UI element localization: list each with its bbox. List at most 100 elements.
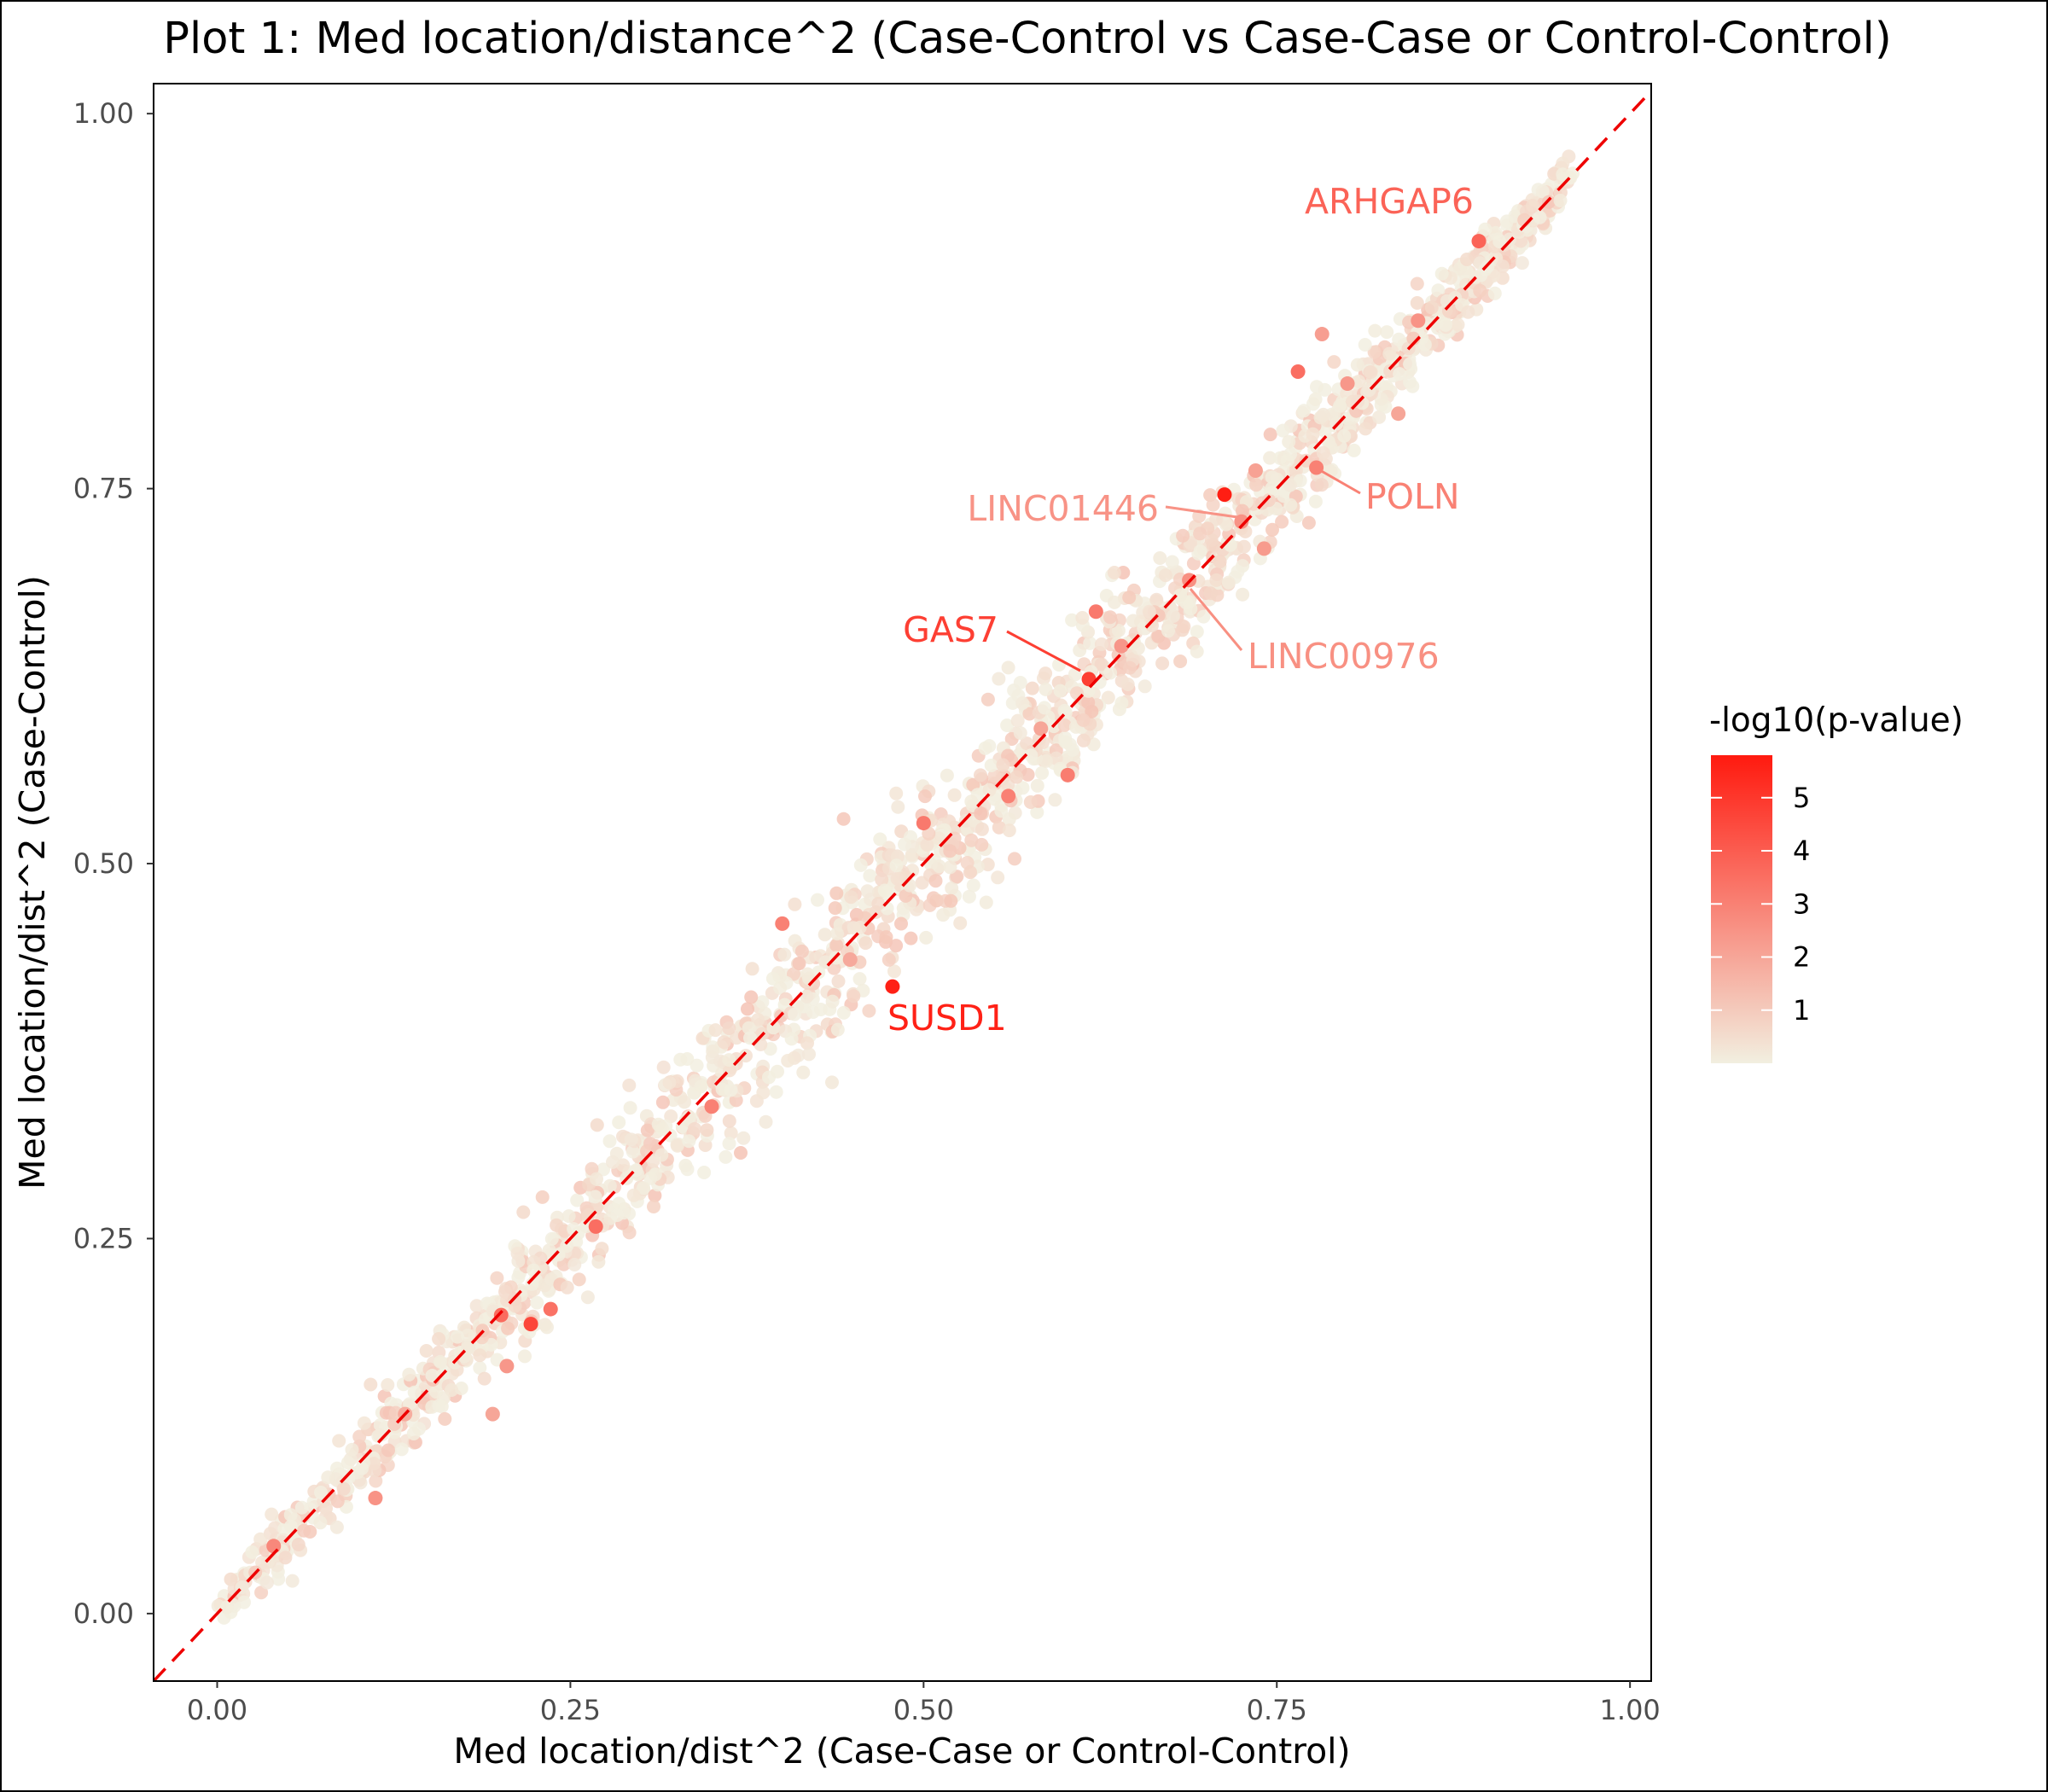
background-point <box>516 1205 531 1219</box>
background-point <box>278 1551 293 1565</box>
background-point <box>314 1486 328 1499</box>
data-point <box>1391 406 1406 422</box>
background-point <box>1372 410 1387 424</box>
background-point <box>792 957 806 971</box>
background-point <box>788 1007 802 1021</box>
background-point <box>1081 695 1096 710</box>
background-point <box>678 1095 692 1109</box>
gene-labels-layer: ARHGAP6 POLN LINC01446 GAS7 LINC00976 SUSD1 <box>887 181 1474 1039</box>
background-point <box>253 1532 268 1546</box>
gene-label-leader-line <box>1006 630 1081 672</box>
background-point <box>1206 538 1220 552</box>
background-point <box>1101 690 1115 705</box>
background-point <box>943 860 957 875</box>
background-point <box>1107 566 1121 579</box>
background-point <box>962 889 976 904</box>
background-point <box>1131 641 1145 655</box>
background-point <box>1035 765 1050 780</box>
background-point <box>745 962 759 976</box>
background-point <box>1039 753 1053 768</box>
background-point <box>518 1349 532 1364</box>
background-point <box>991 870 1005 885</box>
background-point <box>1161 624 1175 638</box>
background-point <box>1533 210 1547 224</box>
background-point <box>739 1049 753 1063</box>
background-point <box>1048 793 1062 807</box>
background-point <box>1358 338 1372 352</box>
data-point <box>1217 487 1232 503</box>
background-point <box>722 1137 736 1151</box>
background-point <box>429 1385 444 1399</box>
background-point <box>263 1527 277 1541</box>
background-point <box>875 872 889 887</box>
background-point <box>1487 286 1502 300</box>
background-point <box>800 1036 814 1050</box>
background-point <box>1410 276 1424 291</box>
background-point <box>510 1246 525 1260</box>
background-point <box>889 858 904 873</box>
background-point <box>623 1101 637 1115</box>
gene-label-leader-line <box>1165 505 1238 519</box>
data-point <box>1340 376 1355 392</box>
background-point <box>1273 451 1287 465</box>
background-point <box>438 1411 452 1426</box>
background-point <box>1451 317 1465 332</box>
background-point <box>759 1114 773 1129</box>
background-point <box>1410 296 1424 310</box>
background-point <box>220 1600 234 1615</box>
background-point <box>936 908 951 922</box>
background-point <box>974 806 988 821</box>
background-point <box>595 1242 609 1256</box>
background-point <box>1403 357 1417 371</box>
background-point <box>944 893 958 908</box>
background-point <box>697 1166 712 1179</box>
x-tick-label: 0.25 <box>540 1694 601 1726</box>
gene-label-leader-line <box>1189 588 1243 651</box>
gene-label-susd1: SUSD1 <box>887 998 1007 1039</box>
background-point <box>294 1500 309 1515</box>
background-point <box>1431 283 1446 298</box>
background-point <box>1173 588 1188 602</box>
background-point <box>1382 346 1397 361</box>
background-point <box>407 1385 422 1399</box>
legend-tick-label: 2 <box>1793 941 1810 974</box>
background-point <box>1151 629 1166 643</box>
background-point <box>1535 184 1550 199</box>
data-point <box>775 916 790 931</box>
background-point <box>1010 713 1025 728</box>
background-point <box>406 1427 421 1440</box>
background-point <box>828 901 842 916</box>
background-point <box>1461 305 1475 319</box>
background-point <box>1001 660 1015 675</box>
background-point <box>340 1456 355 1470</box>
background-point <box>1145 619 1159 632</box>
background-point <box>1120 678 1135 691</box>
background-point <box>291 1538 305 1551</box>
background-point <box>1337 428 1352 443</box>
background-point <box>550 1218 564 1232</box>
background-point <box>1206 497 1220 512</box>
y-axis-title: Med location/dist^2 (Case-Control) <box>12 575 53 1190</box>
background-point <box>637 1181 651 1196</box>
background-point <box>984 759 998 772</box>
data-point <box>485 1406 500 1422</box>
background-point <box>920 838 934 852</box>
background-point <box>369 1474 383 1488</box>
background-point <box>852 920 867 934</box>
background-point <box>1108 595 1121 609</box>
background-point <box>1556 156 1570 171</box>
background-point <box>622 1225 637 1240</box>
background-point <box>1526 199 1539 212</box>
background-point <box>1405 379 1420 393</box>
background-point <box>794 944 809 958</box>
background-point <box>1057 703 1072 718</box>
background-point <box>602 1134 617 1149</box>
background-point <box>1515 256 1529 271</box>
background-point <box>1076 733 1091 748</box>
background-point <box>1439 317 1453 332</box>
identity-reference-line <box>154 90 1651 1681</box>
background-point <box>980 858 995 872</box>
data-point <box>1114 638 1129 654</box>
background-point <box>817 928 832 942</box>
background-point <box>551 1248 566 1262</box>
